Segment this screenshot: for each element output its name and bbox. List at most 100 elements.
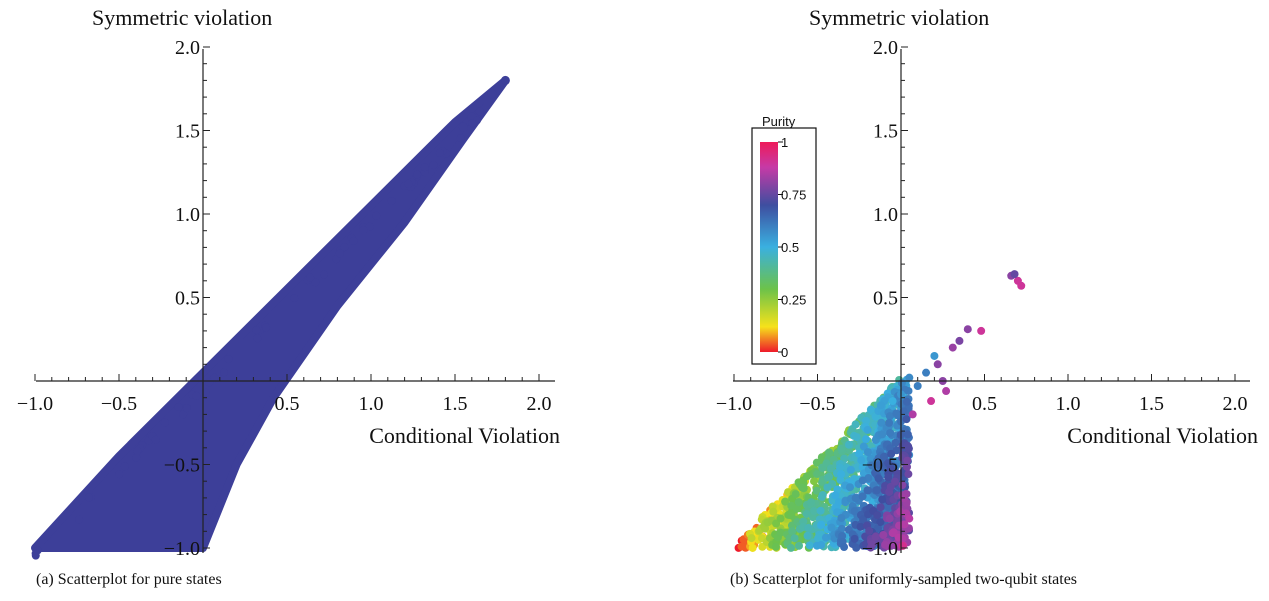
data-point (219, 368, 228, 377)
x-tick-label: 1.0 (1056, 393, 1081, 415)
y-tick-label: 1.0 (175, 204, 200, 226)
colorbar-title: Purity (762, 114, 796, 129)
data-point (133, 446, 142, 455)
data-point (885, 514, 894, 523)
data-point (817, 541, 826, 550)
x-tick-label: −1.0 (17, 393, 53, 415)
scatter-points-a (31, 75, 510, 560)
data-point (429, 161, 438, 170)
data-point (844, 440, 853, 449)
colorbar-ticks: 1 0.75 0.5 0.25 0 (778, 135, 806, 360)
data-point (834, 498, 843, 507)
data-point (776, 528, 785, 537)
data-point (151, 435, 160, 444)
data-point (876, 503, 885, 512)
scatter-points-b (734, 270, 1026, 552)
data-point (788, 527, 797, 536)
data-point (922, 368, 931, 377)
data-point (810, 477, 819, 486)
data-point (210, 373, 219, 382)
data-point (812, 486, 821, 495)
data-point (858, 476, 867, 485)
data-point (904, 444, 913, 453)
data-point (836, 475, 845, 484)
data-point (468, 119, 477, 128)
data-point (827, 523, 836, 532)
data-point (252, 326, 261, 335)
data-point (487, 89, 497, 99)
data-point (905, 373, 914, 382)
data-point (803, 472, 812, 481)
data-point (898, 481, 907, 490)
data-point (888, 529, 897, 538)
data-point (794, 498, 803, 507)
data-point (977, 326, 986, 335)
data-point (179, 410, 188, 419)
data-point (174, 403, 183, 412)
data-point (803, 531, 812, 540)
colorbar-tick-label: 0.5 (781, 240, 799, 255)
data-point (475, 107, 484, 116)
data-point (876, 401, 885, 410)
data-point (816, 506, 825, 515)
data-point (902, 397, 911, 406)
data-point (892, 409, 901, 418)
data-point (807, 498, 816, 507)
data-point (435, 148, 444, 157)
data-point (404, 179, 413, 188)
data-point (747, 534, 756, 543)
y-tick-label: 0.5 (175, 288, 200, 310)
data-point (817, 520, 826, 529)
data-point (320, 270, 329, 279)
data-point (930, 351, 939, 360)
data-point (786, 543, 795, 552)
x-tick-label: 1.5 (1139, 393, 1164, 415)
data-point (458, 122, 468, 132)
x-tick-label: 2.0 (1223, 393, 1248, 415)
x-axis-title-b: Conditional Violation (1067, 423, 1258, 448)
data-point (791, 490, 800, 499)
data-point (879, 531, 888, 540)
data-point (205, 378, 214, 387)
y-axis-title-a: Symmetric violation (92, 5, 272, 30)
data-point (864, 486, 873, 495)
data-point (1010, 270, 1019, 279)
data-point (865, 526, 874, 535)
data-point (873, 486, 882, 495)
data-point (160, 418, 169, 427)
data-point (862, 416, 871, 425)
data-point (874, 524, 883, 533)
data-point (851, 494, 860, 503)
y-tick-label: 0.5 (873, 288, 898, 310)
data-point (850, 534, 859, 543)
y-tick-label: 1.0 (873, 204, 898, 226)
x-tick-label: 1.5 (443, 393, 468, 415)
x-tick-label: 0.5 (972, 393, 997, 415)
data-point (868, 540, 877, 549)
x-tick-label: −1.0 (716, 393, 752, 415)
data-point (885, 418, 894, 427)
x-tick-label: 2.0 (527, 393, 552, 415)
caption-a: (a) Scatterplot for pure states (36, 571, 222, 588)
axes-b: −1.0 −1.0 −0.5 −0.5 0.5 0.5 1.0 1.0 1.5 1.5 2.0 2.0 (716, 37, 1250, 560)
data-point (805, 541, 814, 550)
data-point (871, 532, 880, 541)
data-point (876, 518, 885, 527)
data-point (224, 355, 233, 364)
x-tick-label: −0.5 (101, 393, 137, 415)
data-point (825, 472, 834, 481)
data-point (900, 520, 909, 529)
data-point (799, 517, 808, 526)
data-point (904, 470, 913, 479)
data-point (311, 278, 320, 287)
data-point (866, 405, 875, 414)
y-tick-label: 2.0 (175, 37, 200, 59)
data-point (913, 382, 922, 391)
data-point (877, 418, 886, 427)
data-point (858, 492, 867, 501)
data-point (456, 134, 465, 143)
data-point (192, 391, 201, 400)
colorbar-tick-label: 1 (781, 135, 788, 150)
data-point (776, 514, 785, 523)
